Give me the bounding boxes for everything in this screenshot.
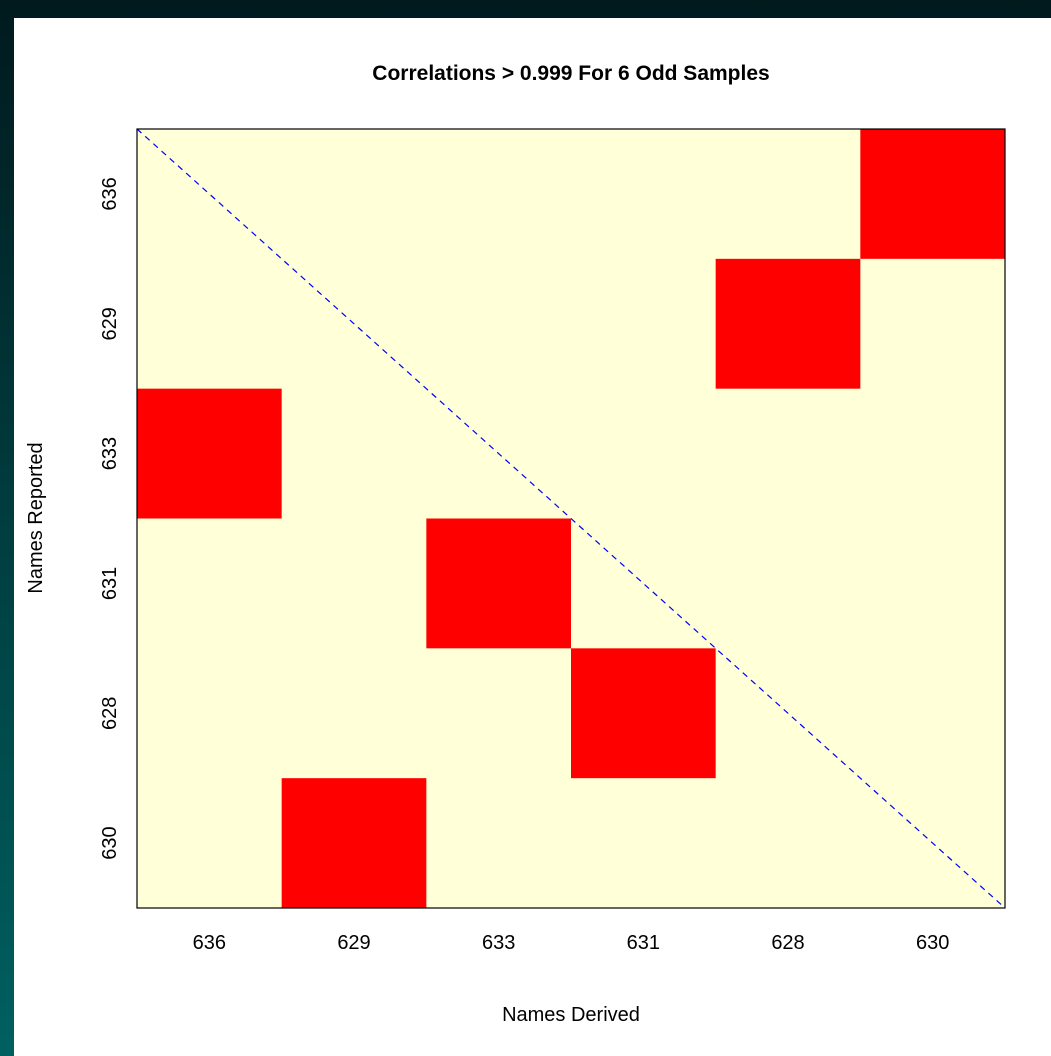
plot-border xyxy=(136,128,1006,909)
match-cell-630-636 xyxy=(860,129,1005,259)
x-tick-label: 631 xyxy=(627,932,660,954)
y-tick-label: 628 xyxy=(99,697,121,730)
y-tick-label: 631 xyxy=(99,567,121,600)
match-cell-631-628 xyxy=(571,648,716,779)
diagonal-reference-line xyxy=(136,128,1006,909)
y-tick-label: 633 xyxy=(99,437,121,470)
y-tick-label: 630 xyxy=(99,826,121,859)
y-tick-label: 636 xyxy=(99,177,121,210)
match-cell-636-633 xyxy=(137,388,282,519)
x-tick-label: 636 xyxy=(193,932,226,954)
y-axis-ticks: 636 629 633 631 628 630 xyxy=(99,177,121,860)
chart-title: Correlations > 0.999 For 6 Odd Samples xyxy=(372,62,769,85)
y-axis-label: Names Reported xyxy=(25,442,47,593)
x-tick-label: 628 xyxy=(771,932,804,954)
plot-area xyxy=(136,128,1006,909)
match-cell-633-631 xyxy=(426,518,571,649)
x-axis-ticks: 636 629 633 631 628 630 xyxy=(193,932,950,954)
x-axis-label: Names Derived xyxy=(502,1004,640,1026)
match-cell-628-629 xyxy=(715,258,861,389)
x-tick-label: 633 xyxy=(482,932,515,954)
x-tick-label: 629 xyxy=(337,932,370,954)
match-cells xyxy=(137,129,1005,908)
y-tick-label: 629 xyxy=(99,307,121,340)
x-tick-label: 630 xyxy=(916,932,949,954)
match-cell-629-630 xyxy=(281,778,427,908)
